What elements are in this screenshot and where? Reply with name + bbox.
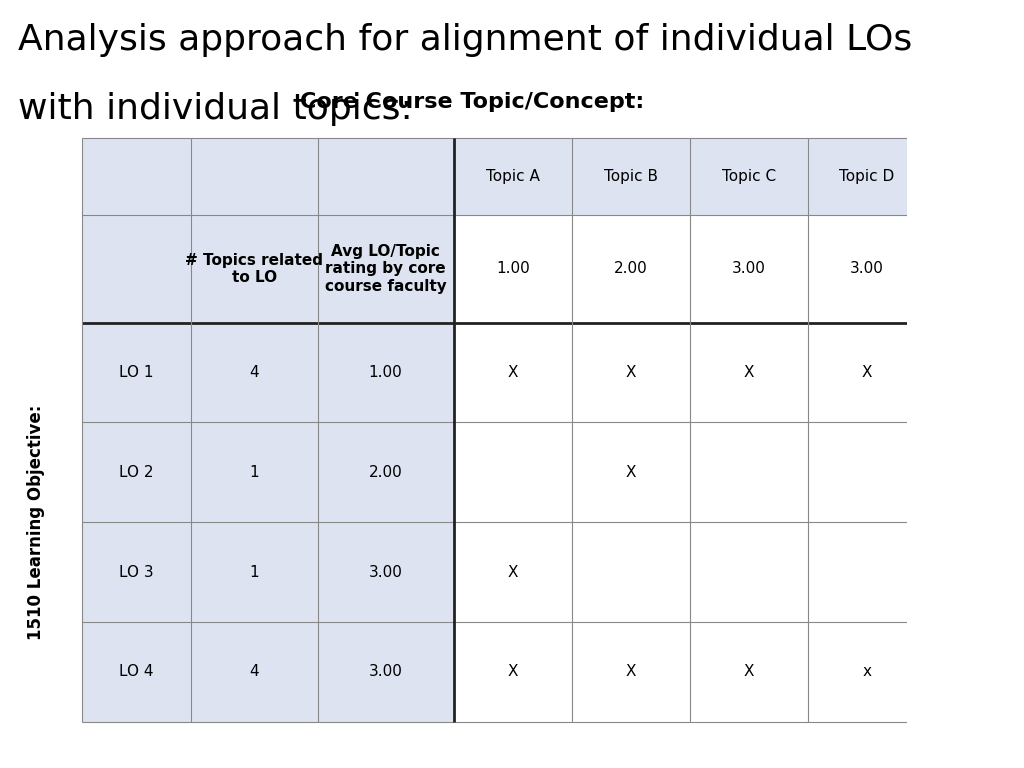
Text: 1: 1	[249, 564, 259, 580]
Bar	[454, 622, 571, 722]
Text: X: X	[743, 365, 754, 380]
Bar	[454, 138, 571, 215]
Bar	[317, 622, 454, 722]
Bar	[82, 323, 190, 422]
Text: with individual topics:: with individual topics:	[18, 92, 413, 126]
Bar	[317, 215, 454, 323]
Bar	[190, 422, 317, 522]
Bar	[454, 323, 571, 422]
Bar	[571, 323, 690, 422]
Text: 4: 4	[249, 664, 259, 680]
Bar	[454, 422, 571, 522]
Text: 3.00: 3.00	[369, 564, 402, 580]
Text: 3.00: 3.00	[732, 261, 766, 276]
Bar	[690, 323, 808, 422]
Bar	[571, 138, 690, 215]
Text: Topic A: Topic A	[485, 169, 540, 184]
Text: 2.00: 2.00	[613, 261, 647, 276]
Bar	[454, 522, 571, 622]
Bar	[690, 138, 808, 215]
Bar	[317, 522, 454, 622]
Text: 1510 Learning Objective:: 1510 Learning Objective:	[28, 405, 45, 640]
Text: Topic B: Topic B	[604, 169, 657, 184]
Text: 3.00: 3.00	[850, 261, 884, 276]
Bar	[190, 215, 317, 323]
Text: x: x	[862, 664, 871, 680]
Text: # Topics related
to LO: # Topics related to LO	[185, 253, 324, 285]
Bar	[808, 323, 926, 422]
Text: 1: 1	[249, 465, 259, 480]
Bar	[454, 215, 571, 323]
Bar	[808, 215, 926, 323]
Bar	[571, 622, 690, 722]
Bar	[190, 138, 317, 215]
Text: 1.00: 1.00	[369, 365, 402, 380]
Bar	[571, 522, 690, 622]
Text: 2.00: 2.00	[369, 465, 402, 480]
Bar	[690, 422, 808, 522]
Bar	[190, 622, 317, 722]
Text: X: X	[508, 365, 518, 380]
Text: Core Course Topic/Concept:: Core Course Topic/Concept:	[300, 92, 644, 112]
Bar	[82, 215, 190, 323]
Bar	[317, 323, 454, 422]
Bar	[190, 522, 317, 622]
Text: LO 2: LO 2	[119, 465, 154, 480]
Text: 1.00: 1.00	[496, 261, 529, 276]
Bar	[690, 522, 808, 622]
Bar	[82, 422, 190, 522]
Bar	[808, 622, 926, 722]
Bar	[317, 422, 454, 522]
Bar	[82, 622, 190, 722]
Text: X: X	[626, 465, 636, 480]
Text: X: X	[508, 564, 518, 580]
Bar	[808, 522, 926, 622]
Bar	[317, 138, 454, 215]
Bar	[690, 622, 808, 722]
Bar	[190, 323, 317, 422]
Bar	[82, 522, 190, 622]
Bar	[808, 138, 926, 215]
Text: X: X	[508, 664, 518, 680]
Bar	[690, 215, 808, 323]
Text: 3.00: 3.00	[369, 664, 402, 680]
Bar	[571, 215, 690, 323]
Text: LO 4: LO 4	[119, 664, 154, 680]
Text: Analysis approach for alignment of individual LOs: Analysis approach for alignment of indiv…	[18, 23, 912, 57]
Bar	[808, 422, 926, 522]
Text: X: X	[626, 365, 636, 380]
Text: LO 3: LO 3	[119, 564, 154, 580]
Text: LO 1: LO 1	[119, 365, 154, 380]
Bar	[82, 138, 190, 215]
Text: X: X	[861, 365, 871, 380]
Text: Avg LO/Topic
rating by core
course faculty: Avg LO/Topic rating by core course facul…	[325, 244, 446, 293]
Text: X: X	[626, 664, 636, 680]
Text: 4: 4	[249, 365, 259, 380]
Text: X: X	[743, 664, 754, 680]
Text: Topic C: Topic C	[722, 169, 776, 184]
Bar	[571, 422, 690, 522]
Text: Topic D: Topic D	[839, 169, 894, 184]
